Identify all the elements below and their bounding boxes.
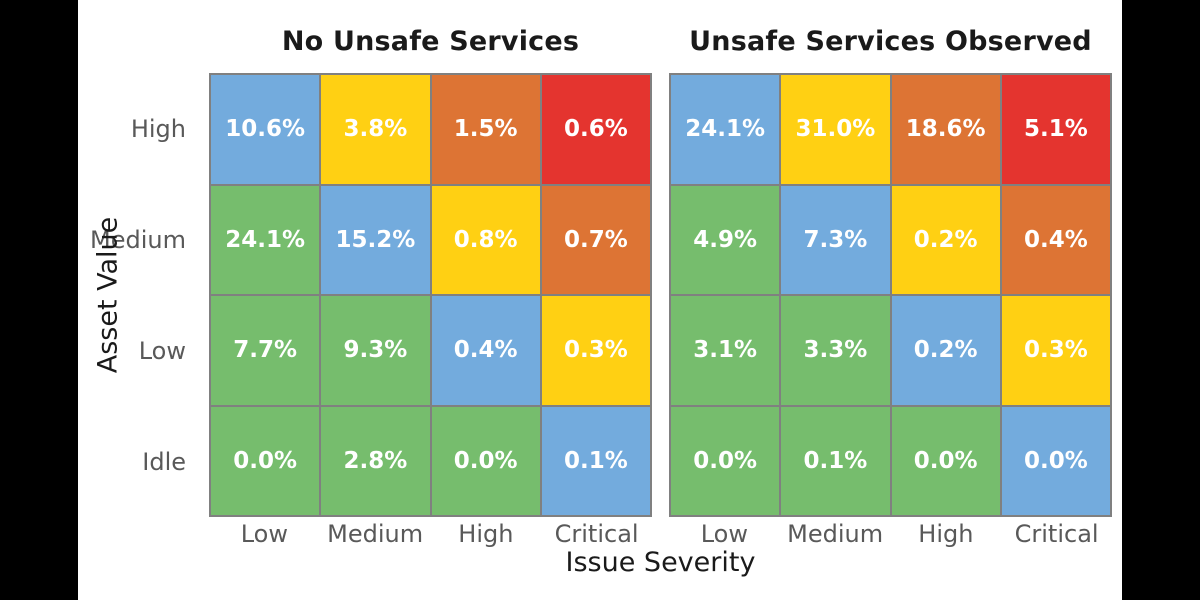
heatmap-cell-medium-critical: 0.4% bbox=[1001, 185, 1110, 294]
y-tick-high: High bbox=[130, 114, 186, 143]
heatmap-grid-no-unsafe-services: 10.6% 3.8% 1.5% 0.6% 24.1% 15.2% 0.8% 0.7% 7.7% 9… bbox=[209, 73, 652, 517]
heatmap-cell-medium-critical: 0.7% bbox=[541, 185, 650, 294]
x-tick-low: Low bbox=[700, 520, 748, 548]
x-tick-medium: Medium bbox=[787, 520, 884, 548]
x-tick-medium: Medium bbox=[327, 520, 424, 548]
panel-title-no-unsafe-services: No Unsafe Services bbox=[281, 26, 580, 57]
y-tick-medium: Medium bbox=[90, 225, 186, 254]
heatmap-cell-low-high: 0.2% bbox=[891, 296, 1000, 405]
plot-area: No Unsafe Services Unsafe Services Obser… bbox=[78, 0, 1122, 600]
x-axis-tick-labels-right: Low Medium High Critical bbox=[669, 520, 1112, 550]
x-tick-high: High bbox=[458, 520, 514, 548]
heatmap-cell-high-low: 24.1% bbox=[671, 75, 780, 184]
heatmap-cell-low-low: 3.1% bbox=[671, 296, 780, 405]
heatmap-cell-medium-high: 0.2% bbox=[891, 185, 1000, 294]
x-axis-tick-labels-left: Low Medium High Critical bbox=[209, 520, 652, 550]
heatmap-cell-high-low: 10.6% bbox=[211, 75, 320, 184]
heatmap-cell-low-critical: 0.3% bbox=[541, 296, 650, 405]
x-tick-critical: Critical bbox=[554, 520, 639, 548]
heatmap-cell-high-high: 18.6% bbox=[891, 75, 1000, 184]
y-tick-idle: Idle bbox=[142, 447, 186, 476]
heatmap-cell-low-high: 0.4% bbox=[431, 296, 540, 405]
heatmap-cell-high-high: 1.5% bbox=[431, 75, 540, 184]
x-tick-low: Low bbox=[240, 520, 288, 548]
y-axis-tick-labels: High Medium Low Idle bbox=[78, 73, 199, 517]
x-tick-critical: Critical bbox=[1014, 520, 1099, 548]
y-axis-label: Asset Value bbox=[92, 216, 124, 374]
heatmap-cell-idle-low: 0.0% bbox=[671, 406, 780, 515]
heatmap-cell-high-medium: 3.8% bbox=[321, 75, 430, 184]
heatmap-cell-medium-low: 4.9% bbox=[671, 185, 780, 294]
heatmap-cell-medium-medium: 7.3% bbox=[781, 185, 890, 294]
heatmap-cell-idle-high: 0.0% bbox=[431, 406, 540, 515]
heatmap-cell-idle-critical: 0.0% bbox=[1001, 406, 1110, 515]
heatmap-cell-low-medium: 3.3% bbox=[781, 296, 890, 405]
y-tick-low: Low bbox=[138, 336, 186, 365]
heatmap-cell-high-critical: 5.1% bbox=[1001, 75, 1110, 184]
heatmap-cell-medium-high: 0.8% bbox=[431, 185, 540, 294]
heatmap-cell-medium-medium: 15.2% bbox=[321, 185, 430, 294]
heatmap-grid-unsafe-services-observed: 24.1% 31.0% 18.6% 5.1% 4.9% 7.3% 0.2% 0.4% 3.1% 3… bbox=[669, 73, 1112, 517]
heatmap-cell-idle-medium: 0.1% bbox=[781, 406, 890, 515]
heatmap-cell-idle-medium: 2.8% bbox=[321, 406, 430, 515]
heatmap-cell-low-critical: 0.3% bbox=[1001, 296, 1110, 405]
x-tick-high: High bbox=[918, 520, 974, 548]
heatmap-cell-low-low: 7.7% bbox=[211, 296, 320, 405]
heatmap-cell-idle-critical: 0.1% bbox=[541, 406, 650, 515]
heatmap-cell-low-medium: 9.3% bbox=[321, 296, 430, 405]
x-axis-label: Issue Severity bbox=[565, 547, 756, 578]
panel-title-unsafe-services-observed: Unsafe Services Observed bbox=[689, 26, 1092, 57]
heatmap-cell-idle-low: 0.0% bbox=[211, 406, 320, 515]
heatmap-cell-medium-low: 24.1% bbox=[211, 185, 320, 294]
heatmap-cell-high-critical: 0.6% bbox=[541, 75, 650, 184]
heatmap-cell-high-medium: 31.0% bbox=[781, 75, 890, 184]
heatmap-cell-idle-high: 0.0% bbox=[891, 406, 1000, 515]
